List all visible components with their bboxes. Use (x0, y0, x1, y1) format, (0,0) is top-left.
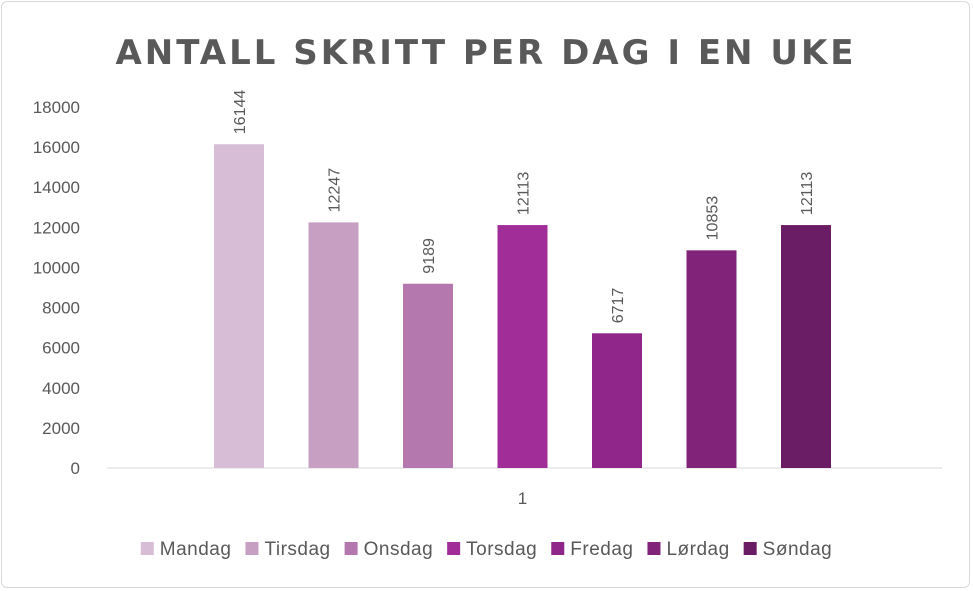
y-tick-label: 14000 (33, 178, 80, 197)
legend-item: Onsdag (344, 539, 434, 560)
legend-label: Onsdag (364, 539, 434, 560)
bar-fredag (592, 333, 642, 468)
legend-swatch (447, 542, 461, 555)
legend: Mandag Tirsdag Onsdag Torsdag Fredag Lørdag Sø… (140, 539, 833, 560)
y-tick-label: 16000 (33, 138, 80, 157)
bar-lørdag (686, 250, 737, 468)
bar-torsdag (497, 225, 548, 468)
legend-swatch (344, 542, 358, 555)
y-tick-label: 8000 (42, 299, 80, 318)
legend-item: Lørdag (647, 539, 729, 560)
category-label: 1 (518, 489, 527, 508)
legend-item: Fredag (551, 539, 633, 560)
data-labels: 16144 12247 9189 12113 6717 10853 12113 (232, 90, 816, 324)
bar-mandag (214, 144, 264, 468)
legend-swatch (551, 542, 565, 555)
legend-item: Søndag (743, 539, 833, 560)
bars (214, 144, 831, 468)
legend-label: Tirsdag (264, 539, 330, 560)
y-tick-label: 4000 (42, 379, 80, 398)
bar-onsdag (403, 283, 453, 468)
legend-swatch (647, 542, 661, 555)
legend-label: Torsdag (466, 539, 537, 560)
y-tick-label: 2000 (42, 419, 80, 438)
y-tick-label: 12000 (33, 218, 80, 237)
y-tick-label: 0 (71, 459, 80, 478)
data-label: 12113 (799, 172, 816, 215)
data-label: 12247 (327, 168, 344, 213)
data-label: 10853 (705, 196, 722, 241)
chart-title: ANTALL SKRITT PER DAG I EN UKE (115, 33, 856, 73)
legend-item: Tirsdag (245, 539, 330, 560)
legend-label: Fredag (570, 539, 633, 560)
data-label: 12113 (516, 172, 533, 215)
legend-item: Mandag (140, 539, 232, 560)
legend-swatch (743, 542, 757, 555)
bar-tirsdag (308, 222, 359, 468)
legend-swatch (245, 542, 259, 555)
legend-item: Torsdag (447, 539, 537, 560)
y-tick-label: 6000 (42, 339, 80, 358)
data-label: 16144 (232, 90, 249, 135)
bar-søndag (781, 225, 831, 468)
data-label: 6717 (610, 288, 627, 324)
data-label: 9189 (421, 238, 438, 274)
y-axis: 0 2000 4000 6000 8000 10000 12000 14000 16000 180… (33, 98, 80, 478)
legend-label: Mandag (160, 539, 232, 560)
legend-label: Søndag (763, 539, 833, 560)
y-tick-label: 10000 (33, 258, 80, 277)
legend-swatch (140, 542, 154, 555)
y-tick-label: 18000 (33, 98, 80, 117)
legend-label: Lørdag (666, 539, 729, 560)
